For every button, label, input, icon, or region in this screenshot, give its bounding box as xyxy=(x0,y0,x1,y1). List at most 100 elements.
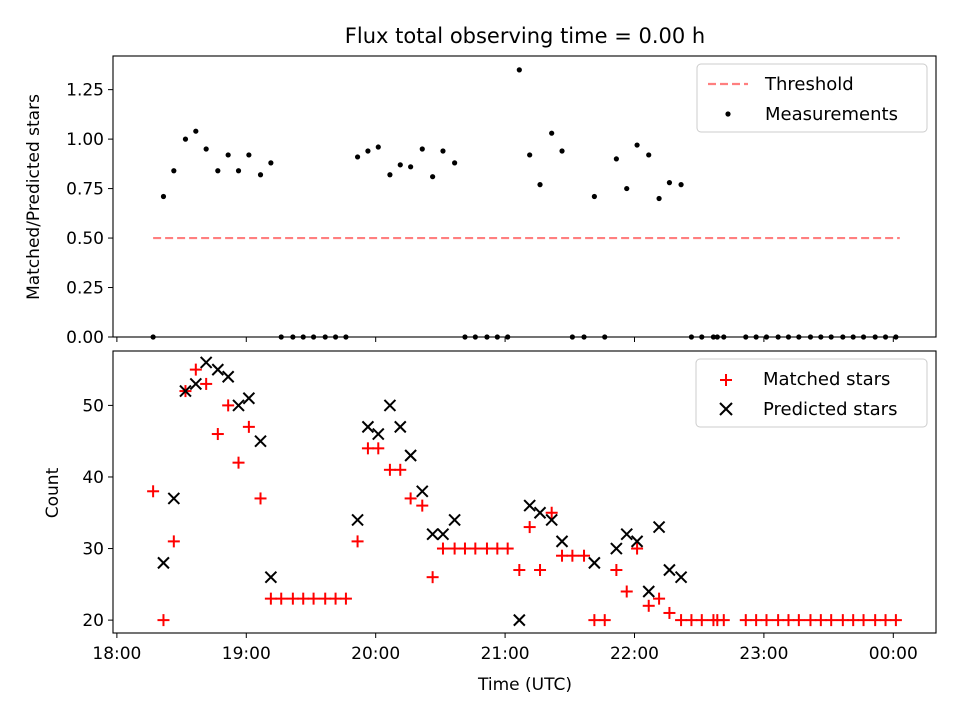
measurement-point xyxy=(666,180,673,186)
predicted-star-point xyxy=(663,563,676,577)
matched-star-point xyxy=(620,585,633,598)
bottom-legend: Matched stars Predicted stars xyxy=(695,358,928,428)
bottom-x-ticks: 18:00 19:00 20:00 21:00 22:00 23:00 00:00 xyxy=(92,633,918,664)
measurement-point xyxy=(430,174,436,180)
legend-predicted-label: Predicted stars xyxy=(763,399,897,420)
matched-star-point xyxy=(394,463,407,476)
x-axis-label: Time (UTC) xyxy=(477,675,572,695)
predicted-star-point xyxy=(674,570,688,584)
top-legend: Threshold Measurements xyxy=(696,63,928,133)
matched-star-point xyxy=(578,549,591,562)
predicted-star-point xyxy=(620,528,633,541)
predicted-star-point xyxy=(351,513,364,527)
measurement-point xyxy=(171,168,177,174)
matched-star-point xyxy=(556,549,569,562)
measurement-point xyxy=(516,67,522,73)
predicted-star-point xyxy=(167,492,181,505)
legend-threshold-label: Threshold xyxy=(764,74,854,95)
bottom-ytick-label: 50 xyxy=(82,396,104,416)
matched-star-point xyxy=(448,542,461,555)
matched-star-point xyxy=(804,614,817,627)
measurement-point xyxy=(613,156,619,162)
matched-star-point xyxy=(847,614,860,627)
matched-star-point xyxy=(879,614,892,627)
predicted-star-point xyxy=(533,506,547,519)
predicted-star-point xyxy=(242,392,256,405)
measurement-point xyxy=(225,152,231,158)
matched-star-point xyxy=(319,592,332,605)
measurement-point xyxy=(215,168,221,174)
chart-title: Flux total observing time = 0.00 h xyxy=(345,24,705,48)
predicted-star-point xyxy=(383,399,397,412)
matched-star-point xyxy=(469,542,482,555)
measurement-point xyxy=(257,172,264,178)
matched-star-point xyxy=(717,614,730,627)
measurement-point xyxy=(397,162,403,168)
matched-star-point xyxy=(458,542,471,555)
measurement-point xyxy=(387,172,393,178)
matched-star-point xyxy=(825,614,838,627)
bottom-xtick-label: 22:00 xyxy=(610,644,659,664)
predicted-star-point xyxy=(372,427,385,441)
matched-star-point xyxy=(598,614,611,627)
predicted-star-point xyxy=(254,434,267,448)
bottom-ytick-label: 20 xyxy=(82,611,104,631)
predicted-star-point xyxy=(642,585,655,598)
bottom-xtick-label: 20:00 xyxy=(351,644,400,664)
matched-star-point xyxy=(436,542,449,555)
matched-star-point xyxy=(857,614,870,627)
measurement-point xyxy=(365,148,371,154)
top-y-ticks: 0.00 0.25 0.50 0.75 1.00 1.25 xyxy=(66,81,113,348)
flux-ratio-panel: Flux total observing time = 0.00 h Match… xyxy=(24,24,937,348)
legend-matched-swatch xyxy=(720,374,732,386)
measurement-point xyxy=(235,168,242,174)
matched-star-point xyxy=(772,614,785,627)
matched-star-point xyxy=(695,614,708,627)
measurement-point xyxy=(246,152,252,158)
predicted-star-point xyxy=(189,377,203,391)
bottom-xtick-label: 23:00 xyxy=(739,644,788,664)
matched-star-point xyxy=(200,377,213,390)
top-ytick-label: 1.25 xyxy=(66,81,104,101)
matched-star-point xyxy=(739,614,752,627)
top-ytick-label: 1.00 xyxy=(66,130,104,150)
matched-star-point xyxy=(685,614,698,627)
legend-predicted-swatch xyxy=(719,402,733,416)
star-count-panel: Count Time (UTC) 20 30 40 50 18:00 19:00 20:0… xyxy=(43,350,937,695)
bottom-axes-frame xyxy=(112,350,937,634)
top-legend-box xyxy=(696,63,928,133)
predicted-star-point xyxy=(394,420,407,434)
legend-measurements-label: Measurements xyxy=(765,104,898,125)
predicted-star-point xyxy=(404,449,417,462)
top-ytick-label: 0.50 xyxy=(66,229,104,249)
matched-star-point xyxy=(189,363,202,376)
matched-star-point xyxy=(157,614,170,627)
matched-star-point xyxy=(675,614,688,627)
predicted-star-point xyxy=(610,542,623,555)
matched-star-point xyxy=(663,606,676,619)
matched-star-point xyxy=(372,442,385,455)
matched-star-point xyxy=(631,542,644,555)
measurement-point xyxy=(268,160,274,166)
predicted-star-point xyxy=(588,556,601,570)
measurement-point xyxy=(182,136,189,142)
matched-star-point xyxy=(513,564,526,577)
matched-star-point xyxy=(232,456,245,469)
matched-star-point xyxy=(264,592,277,605)
matched-star-point xyxy=(814,614,827,627)
bottom-y-axis-label: Count xyxy=(43,467,63,518)
bottom-ytick-label: 40 xyxy=(82,468,104,488)
matched-star-point xyxy=(760,614,773,627)
matched-star-point xyxy=(242,420,255,433)
measurement-point xyxy=(624,185,630,192)
bottom-ytick-label: 30 xyxy=(82,540,104,560)
predicted-star-point xyxy=(555,535,569,548)
bottom-xtick-label: 21:00 xyxy=(481,644,530,664)
matched-star-point xyxy=(869,614,882,627)
matched-star-point xyxy=(339,592,352,605)
top-ytick-label: 0.25 xyxy=(66,279,104,299)
predicted-star-point xyxy=(264,570,278,584)
top-ytick-label: 0.00 xyxy=(66,328,104,348)
measurement-point xyxy=(408,164,414,170)
matched-star-point xyxy=(642,599,655,612)
